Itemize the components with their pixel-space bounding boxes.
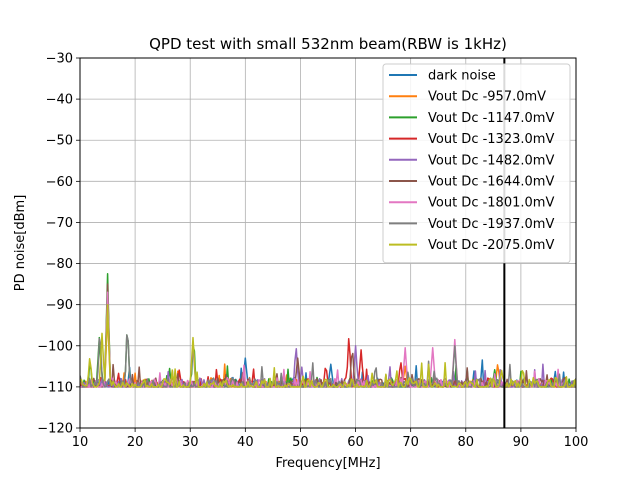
x-tick-label: 20: [127, 435, 144, 450]
y-axis-ticks: −30 −40 −50 −60 −70 −80 −90 −100 −110 −120: [37, 52, 80, 437]
legend-entry: Vout Dc -1801.0mV: [428, 196, 554, 211]
y-tick-label: −40: [46, 93, 73, 108]
legend-entry: Vout Dc -957.0mV: [428, 90, 546, 105]
legend-entry: Vout Dc -1644.0mV: [428, 175, 554, 190]
y-tick-label: −50: [46, 134, 73, 149]
x-tick-label: 50: [292, 435, 309, 450]
plot-frame: [79, 57, 577, 429]
y-tick-label: −90: [46, 298, 73, 313]
x-tick-label: 80: [458, 435, 475, 450]
y-tick-label: −120: [37, 422, 73, 437]
legend-entry: Vout Dc -1147.0mV: [428, 111, 554, 126]
y-tick-label: −60: [46, 175, 73, 190]
x-tick-label: 30: [182, 435, 199, 450]
legend-box: [382, 63, 571, 264]
y-axis-label: PD noise[dBm]: [13, 195, 28, 292]
legend-entry: Vout Dc -1937.0mV: [428, 217, 554, 232]
y-tick-label: −110: [37, 380, 73, 395]
series-line: [80, 303, 576, 388]
series-lines: [80, 273, 576, 388]
legend-entry: Vout Dc -2075.0mV: [428, 238, 554, 253]
y-tick-label: −70: [46, 216, 73, 231]
x-tick-label: 90: [513, 435, 530, 450]
y-tick-label: −80: [46, 257, 73, 272]
y-tick-label: −30: [46, 52, 73, 67]
x-tick-label: 10: [72, 435, 89, 450]
x-axis-label: Frequency[MHz]: [275, 456, 380, 471]
legend-entry: Vout Dc -1323.0mV: [428, 132, 554, 147]
x-tick-label: 100: [564, 435, 589, 450]
y-tick-label: −100: [37, 339, 73, 354]
legend: dark noise Vout Dc -957.0mV Vout Dc -1147.…: [382, 63, 571, 264]
x-tick-label: 60: [347, 435, 364, 450]
x-tick-label: 40: [237, 435, 254, 450]
chart-title: QPD test with small 532nm beam(RBW is 1k…: [149, 35, 507, 53]
x-tick-label: 70: [402, 435, 419, 450]
x-axis-ticks: 10 20 30 40 50 60 70 80 90 100: [72, 428, 589, 450]
legend-entry: Vout Dc -1482.0mV: [428, 153, 554, 168]
legend-entry: dark noise: [428, 69, 496, 84]
